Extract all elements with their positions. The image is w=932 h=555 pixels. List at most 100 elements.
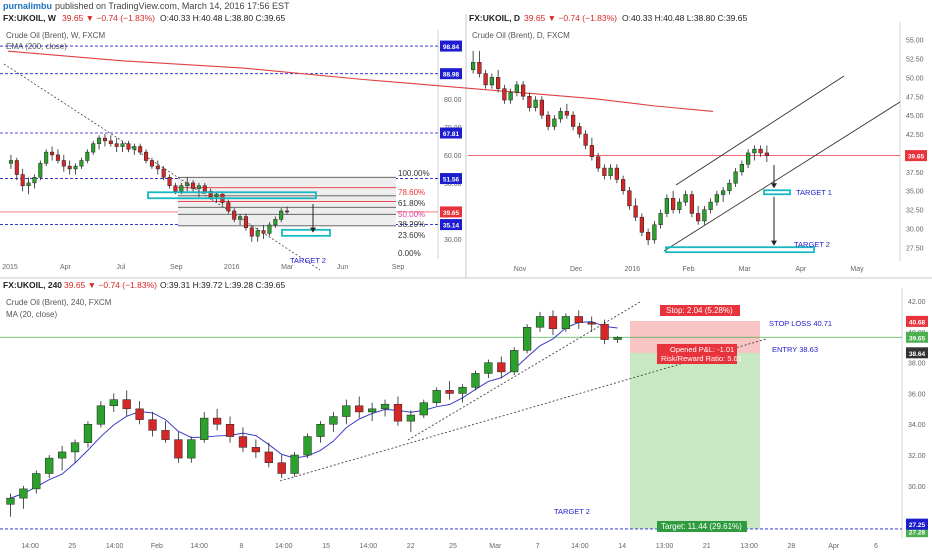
stop-loss-label: STOP LOSS 40.71 bbox=[769, 319, 832, 328]
x-tick-label: Jun bbox=[337, 264, 348, 271]
price-tag-text: 88.98 bbox=[443, 72, 460, 79]
candle-body bbox=[108, 140, 113, 144]
price-tag bbox=[440, 173, 462, 185]
candle-body bbox=[564, 111, 569, 116]
candle-body bbox=[596, 156, 601, 169]
weekly-quote-line: FX:UKOIL, W 39.65 ▼ −0.74 (−1.83%) O:40.… bbox=[3, 13, 286, 23]
price-tag bbox=[906, 518, 928, 530]
candle-body bbox=[161, 430, 170, 440]
candle-body bbox=[627, 190, 632, 207]
author-name[interactable]: purnalimbu bbox=[3, 1, 52, 11]
price-tag bbox=[906, 347, 928, 359]
y-tick-label: 50.00 bbox=[906, 75, 924, 82]
trend-line-upper bbox=[407, 301, 641, 441]
candle-body bbox=[132, 146, 137, 150]
price-tag-text: 27.28 bbox=[909, 530, 926, 537]
y-tick-label: 32.50 bbox=[906, 208, 924, 215]
candle-body bbox=[342, 405, 351, 417]
target-zone bbox=[630, 352, 760, 529]
candle-body bbox=[702, 209, 707, 222]
candle-body bbox=[26, 182, 31, 186]
candle-body bbox=[202, 185, 207, 192]
daily-symbol: FX:UKOIL, D bbox=[469, 13, 520, 23]
candle-body bbox=[20, 174, 25, 186]
candle-body bbox=[191, 182, 196, 189]
candle-body bbox=[264, 451, 273, 463]
y-tick-label: 30.00 bbox=[906, 227, 924, 234]
candle-body bbox=[368, 408, 377, 413]
candle-body bbox=[561, 316, 570, 330]
price-tag bbox=[906, 526, 928, 538]
price-tag bbox=[905, 150, 927, 162]
y-tick-label: 47.50 bbox=[906, 94, 924, 101]
candle-body bbox=[155, 165, 160, 170]
candle-body bbox=[226, 202, 231, 212]
y-tick-label: 60.00 bbox=[444, 153, 462, 160]
candle-body bbox=[574, 316, 583, 323]
x-tick-label: 14:00 bbox=[21, 543, 39, 550]
candle-body bbox=[708, 201, 713, 210]
candle-body bbox=[689, 194, 694, 214]
h4-change: 39.65 ▼ −0.74 (−1.83%) bbox=[64, 280, 157, 290]
candle-body bbox=[200, 417, 209, 440]
candle-body bbox=[587, 322, 596, 325]
candle-body bbox=[521, 84, 526, 97]
target1-arrow-head bbox=[771, 183, 777, 189]
candle-body bbox=[752, 148, 757, 154]
y-tick-label: 50.00 bbox=[444, 181, 462, 188]
x-tick-label: 8 bbox=[240, 543, 244, 550]
x-tick-label: Apr bbox=[60, 264, 72, 271]
candle-body bbox=[138, 146, 143, 153]
candle-body bbox=[79, 160, 84, 167]
channel-lower-line bbox=[663, 101, 901, 252]
candle-body bbox=[621, 179, 626, 191]
candle-body bbox=[114, 143, 119, 147]
candle-body bbox=[251, 447, 260, 453]
price-tag-text: 39.65 bbox=[908, 154, 925, 161]
price-tag bbox=[906, 315, 928, 327]
y-tick-label: 42.50 bbox=[906, 132, 924, 139]
x-tick-label: Apr bbox=[795, 266, 807, 273]
candle-body bbox=[290, 454, 299, 474]
daily-target2-label: TARGET 2 bbox=[794, 240, 830, 249]
candle-body bbox=[533, 99, 538, 108]
candle-body bbox=[8, 160, 13, 164]
candle-body bbox=[144, 151, 149, 161]
candle-body bbox=[546, 114, 551, 127]
candle-body bbox=[85, 151, 90, 161]
price-tag-text: 38.64 bbox=[909, 351, 926, 358]
candle-body bbox=[514, 84, 519, 93]
candle-body bbox=[61, 160, 66, 167]
fib-label-0: 0.00% bbox=[398, 249, 421, 258]
x-tick-label: 28 bbox=[788, 543, 796, 550]
y-tick-label: 55.00 bbox=[906, 38, 924, 45]
x-tick-label: 22 bbox=[407, 543, 415, 550]
candle-body bbox=[600, 323, 609, 340]
candle-body bbox=[148, 419, 157, 431]
daily-change: 39.65 ▼ −0.74 (−1.83%) bbox=[524, 13, 617, 23]
candle-body bbox=[508, 92, 513, 101]
candle-body bbox=[45, 457, 54, 474]
candle-body bbox=[109, 399, 118, 407]
pl-box bbox=[657, 344, 737, 364]
x-tick-label: 14:00 bbox=[360, 543, 378, 550]
x-tick-label: 25 bbox=[449, 543, 457, 550]
candle-body bbox=[173, 185, 178, 192]
stop-box bbox=[660, 305, 740, 316]
candle-body bbox=[613, 337, 622, 340]
weekly-plot: 30.0040.0050.0060.0070.0080.0090.002015A… bbox=[0, 30, 714, 271]
candle-body bbox=[548, 316, 558, 330]
candle-body bbox=[213, 417, 222, 425]
candle-body bbox=[196, 185, 201, 189]
candle-body bbox=[32, 473, 41, 490]
y-tick-label: 45.00 bbox=[906, 113, 924, 120]
x-tick-label: May bbox=[850, 266, 864, 273]
candle-body bbox=[122, 399, 131, 410]
candle-body bbox=[445, 390, 454, 394]
candle-body bbox=[746, 152, 751, 165]
fib-label-618: 61.80% bbox=[398, 199, 425, 208]
target1-box bbox=[763, 189, 791, 196]
candle-body bbox=[255, 230, 260, 237]
price-tag-text: 98.84 bbox=[443, 44, 460, 51]
